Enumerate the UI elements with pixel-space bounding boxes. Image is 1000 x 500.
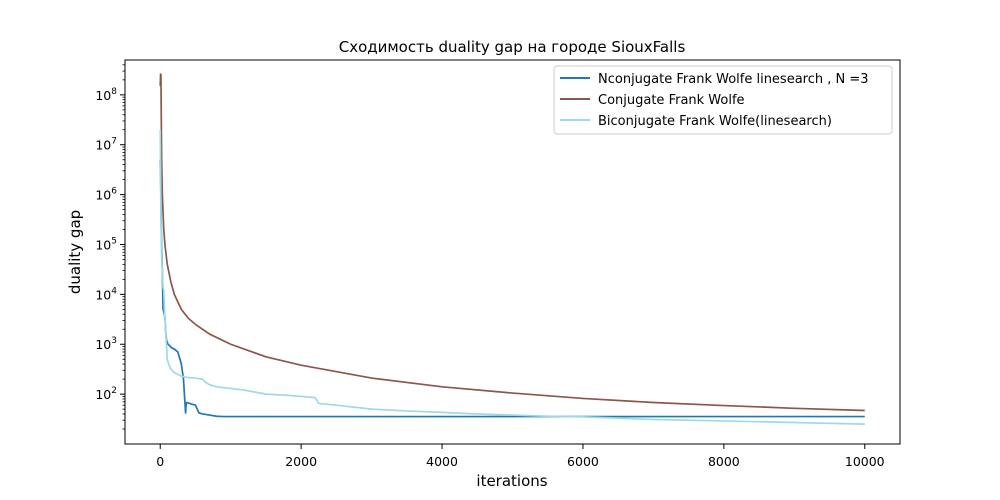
x-tick-label: 4000 [426, 454, 458, 469]
x-tick-label: 0 [156, 454, 164, 469]
x-tick-label: 10000 [845, 454, 885, 469]
series-line-0 [159, 159, 865, 418]
y-tick-label: 102 [95, 386, 117, 402]
y-tick-label: 104 [95, 286, 117, 302]
chart-title: Сходимость duality gap на городе SiouxFa… [339, 38, 686, 56]
legend-label-conjugate: Conjugate Frank Wolfe [598, 93, 745, 108]
x-axis: 0 2000 4000 6000 8000 10000 [156, 444, 885, 469]
x-tick-label: 6000 [567, 454, 599, 469]
legend: Nconjugate Frank Wolfe linesearch , N =3… [553, 65, 893, 135]
y-tick-label: 106 [95, 187, 117, 203]
series-layer [159, 73, 865, 425]
x-axis-label: iterations [476, 472, 547, 490]
y-tick-label: 108 [95, 87, 117, 103]
legend-label-biconjugate: Biconjugate Frank Wolfe(linesearch) [598, 114, 832, 129]
legend-label-nconjugate: Nconjugate Frank Wolfe linesearch , N =3 [598, 72, 869, 87]
y-axis: 102 103 104 105 106 107 108 [95, 64, 125, 430]
y-axis-label: duality gap [66, 210, 84, 294]
legend-box [553, 65, 893, 135]
y-tick-label: 107 [95, 137, 117, 153]
series-line-1 [159, 73, 865, 412]
series-line-2 [159, 129, 865, 425]
x-tick-label: 2000 [285, 454, 317, 469]
x-tick-label: 8000 [708, 454, 740, 469]
y-tick-label: 103 [95, 336, 117, 352]
y-tick-label: 105 [95, 236, 117, 252]
